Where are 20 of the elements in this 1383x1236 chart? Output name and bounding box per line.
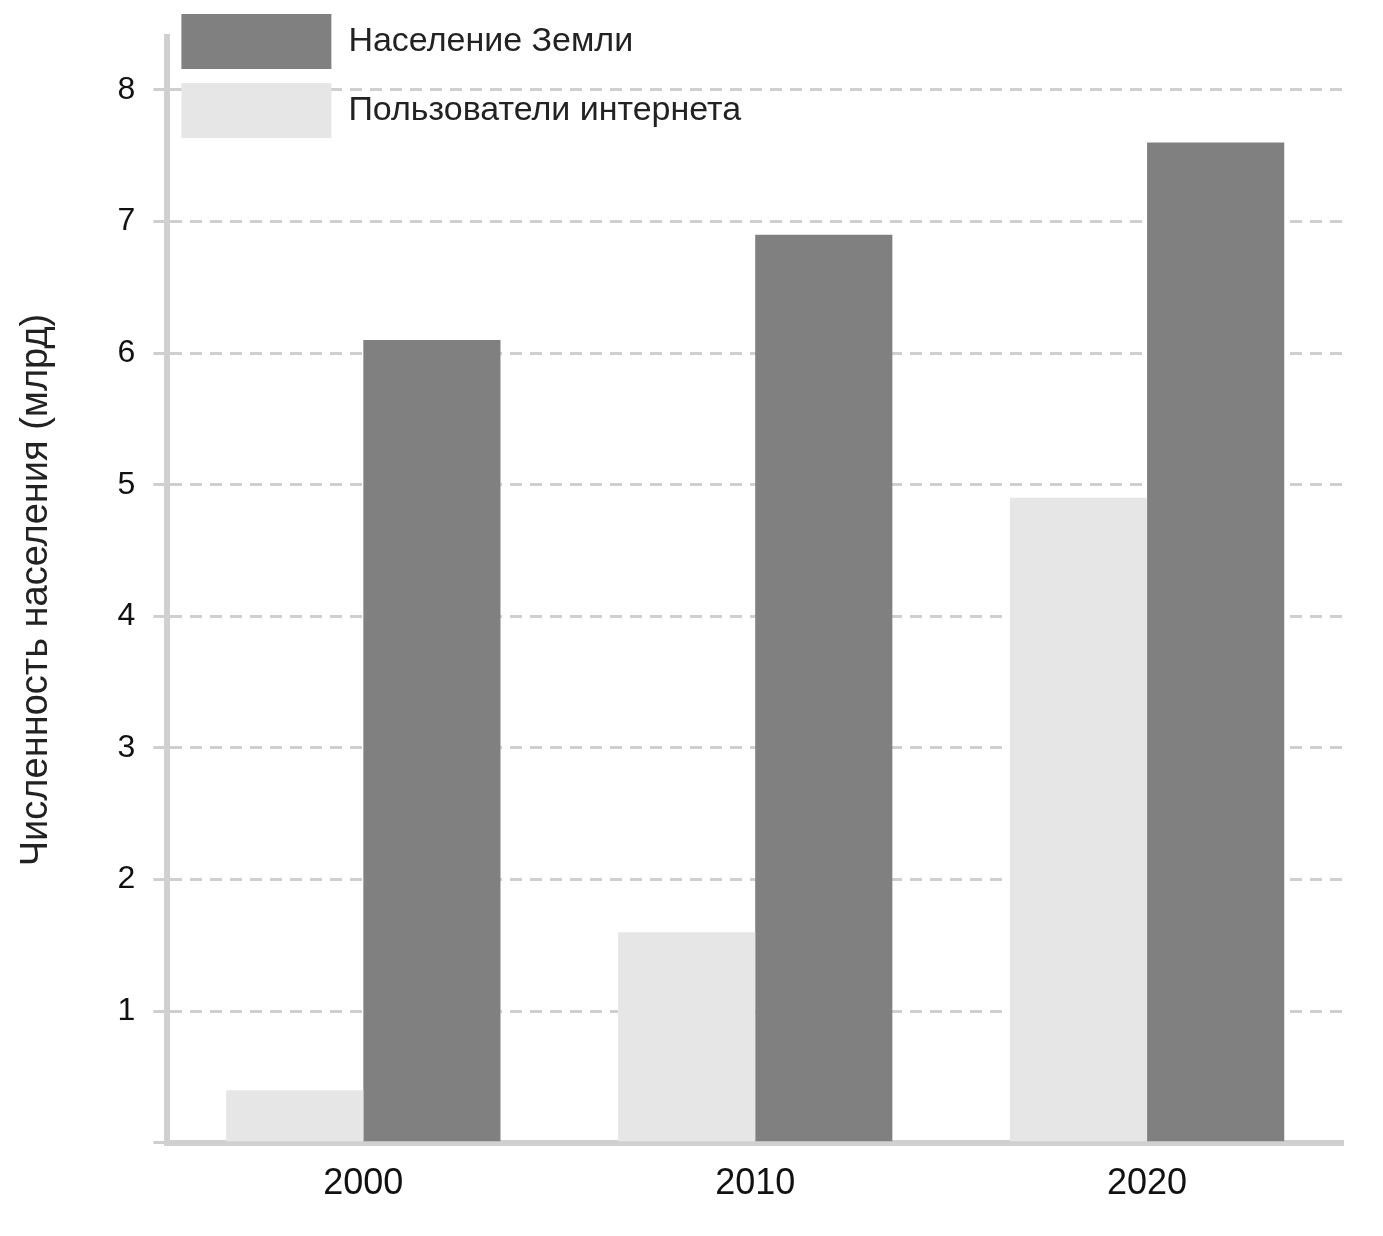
y-tick-label: 1	[117, 991, 136, 1028]
bar	[1147, 142, 1285, 1142]
y-tick-label: 7	[117, 201, 136, 238]
bar	[755, 234, 893, 1142]
y-tick-label: 3	[117, 727, 136, 764]
bar	[1009, 497, 1148, 1142]
y-tick-label: 8	[117, 69, 136, 106]
y-tick-label: 6	[117, 332, 136, 369]
bar	[226, 1090, 364, 1142]
x-tick-label: 2000	[323, 1161, 404, 1203]
y-tick-label: 2	[117, 859, 136, 896]
y-tick-label: 4	[117, 596, 136, 633]
y-axis-title: Численность населения (млрд)	[13, 313, 56, 867]
bar	[618, 932, 756, 1142]
x-tick-label: 2010	[715, 1161, 796, 1203]
y-tick-label: 5	[117, 464, 136, 501]
legend-label: Пользователи интернета	[348, 88, 742, 127]
x-tick-label: 2020	[1107, 1161, 1188, 1203]
legend-label: Население Земли	[348, 19, 634, 58]
bar	[363, 339, 501, 1142]
